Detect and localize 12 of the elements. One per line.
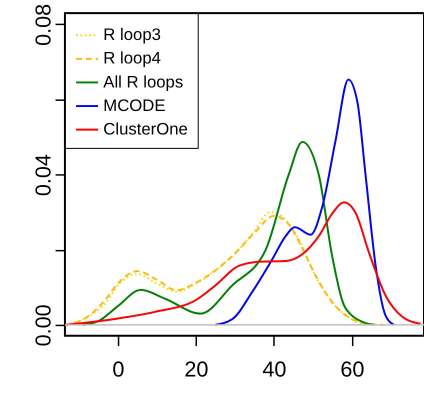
x-tick-label: 0 xyxy=(112,356,124,382)
x-tick-label: 60 xyxy=(340,356,364,382)
legend-label: All R loops xyxy=(103,72,184,92)
legend-label: R loop3 xyxy=(103,25,161,44)
y-tick-label: 0.04 xyxy=(30,154,56,196)
x-tick-label: 20 xyxy=(184,356,208,382)
y-tick-label: 0.00 xyxy=(30,304,56,346)
legend-label: MCODE xyxy=(103,96,166,115)
legend-label: ClusterOne xyxy=(103,120,188,139)
legend-label: R loop4 xyxy=(103,48,161,68)
x-tick-label: 40 xyxy=(262,356,286,382)
y-tick-label: 0.08 xyxy=(30,4,56,46)
